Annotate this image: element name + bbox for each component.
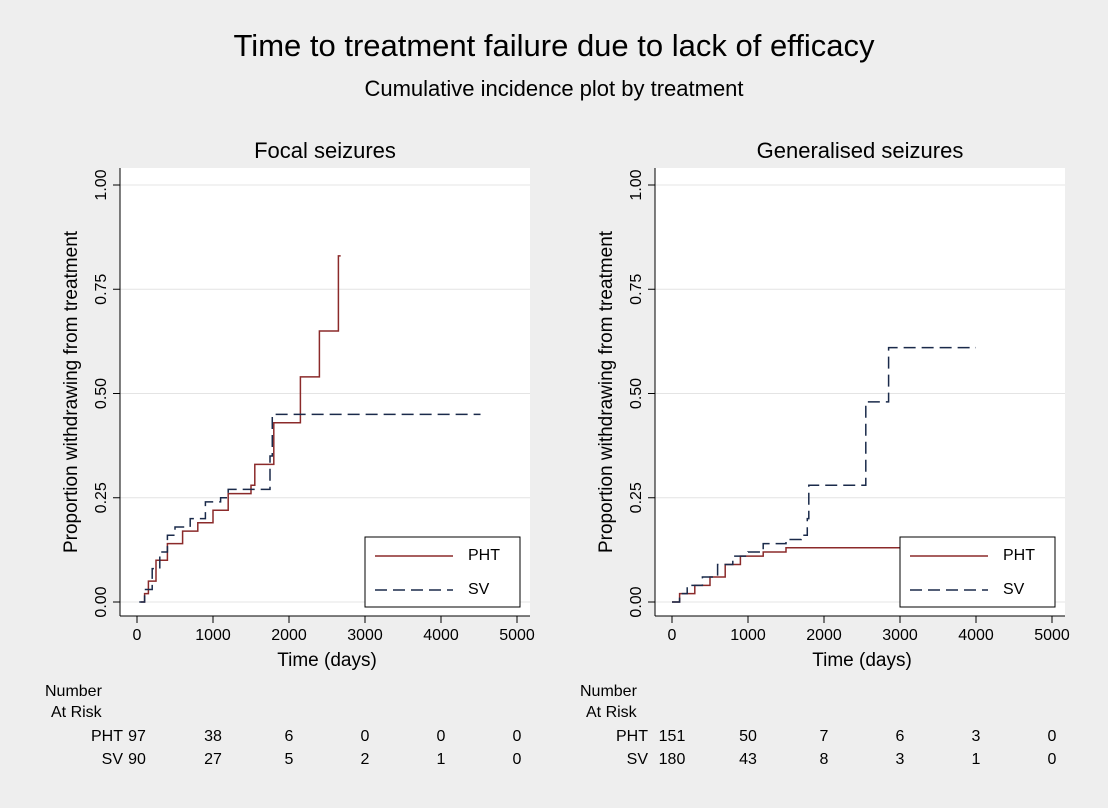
y-tick-label: 0.75 [628, 274, 645, 305]
x-tick-label: 5000 [1034, 627, 1070, 644]
risk-value: 90 [128, 751, 146, 768]
risk-value: 3 [972, 728, 981, 745]
x-tick-label: 2000 [271, 627, 307, 644]
y-tick-label: 0.00 [93, 586, 110, 617]
risk-value: 5 [285, 751, 294, 768]
risk-value: 38 [204, 728, 222, 745]
risk-value: 6 [285, 728, 294, 745]
x-tick-label: 3000 [882, 627, 918, 644]
legend-label: PHT [468, 547, 500, 564]
y-tick-label: 0.25 [628, 482, 645, 513]
risk-row-name: PHT [616, 728, 648, 745]
x-tick-label: 5000 [499, 627, 535, 644]
x-axis-label: Time (days) [277, 650, 377, 671]
risk-value: 8 [820, 751, 829, 768]
risk-row-name: PHT [91, 728, 123, 745]
legend-label: PHT [1003, 547, 1035, 564]
y-tick-label: 0.25 [93, 482, 110, 513]
y-axis-label: Proportion withdrawing from treatment [596, 230, 617, 553]
risk-row-name: SV [102, 751, 124, 768]
risk-header: At Risk [51, 704, 103, 721]
risk-header: Number [45, 683, 103, 700]
y-tick-label: 0.00 [628, 586, 645, 617]
risk-row-name: SV [627, 751, 649, 768]
figure-title: Time to treatment failure due to lack of… [234, 28, 875, 63]
x-tick-label: 3000 [347, 627, 383, 644]
legend-label: SV [468, 581, 490, 598]
x-tick-label: 2000 [806, 627, 842, 644]
x-tick-label: 0 [133, 627, 142, 644]
figure-subtitle: Cumulative incidence plot by treatment [364, 76, 743, 101]
risk-value: 97 [128, 728, 146, 745]
legend-box [364, 536, 521, 608]
risk-value: 43 [739, 751, 757, 768]
y-tick-label: 0.75 [93, 274, 110, 305]
risk-value: 2 [361, 751, 370, 768]
risk-value: 0 [361, 728, 370, 745]
risk-value: 0 [513, 751, 522, 768]
legend-label: SV [1003, 581, 1025, 598]
panel-title: Generalised seizures [757, 138, 964, 163]
x-tick-label: 0 [668, 627, 677, 644]
legend-box [899, 536, 1056, 608]
risk-value: 1 [972, 751, 981, 768]
x-tick-label: 1000 [195, 627, 231, 644]
risk-header: At Risk [586, 704, 638, 721]
risk-value: 50 [739, 728, 757, 745]
risk-header: Number [580, 683, 638, 700]
risk-value: 27 [204, 751, 222, 768]
x-axis-label: Time (days) [812, 650, 912, 671]
risk-value: 0 [513, 728, 522, 745]
y-tick-label: 0.50 [93, 378, 110, 409]
risk-value: 0 [1048, 728, 1057, 745]
risk-value: 3 [896, 751, 905, 768]
step-line [672, 346, 976, 603]
step-line [140, 255, 341, 603]
y-tick-label: 1.00 [93, 169, 110, 200]
risk-value: 180 [659, 751, 686, 768]
x-tick-label: 4000 [958, 627, 994, 644]
risk-value: 7 [820, 728, 829, 745]
y-tick-label: 1.00 [628, 169, 645, 200]
risk-value: 0 [437, 728, 446, 745]
panel-title: Focal seizures [254, 138, 396, 163]
risk-value: 6 [896, 728, 905, 745]
x-tick-label: 1000 [730, 627, 766, 644]
step-line [139, 413, 481, 603]
y-axis-label: Proportion withdrawing from treatment [61, 230, 82, 553]
risk-value: 0 [1048, 751, 1057, 768]
risk-value: 1 [437, 751, 446, 768]
risk-value: 151 [659, 728, 686, 745]
x-tick-label: 4000 [423, 627, 459, 644]
y-tick-label: 0.50 [628, 378, 645, 409]
